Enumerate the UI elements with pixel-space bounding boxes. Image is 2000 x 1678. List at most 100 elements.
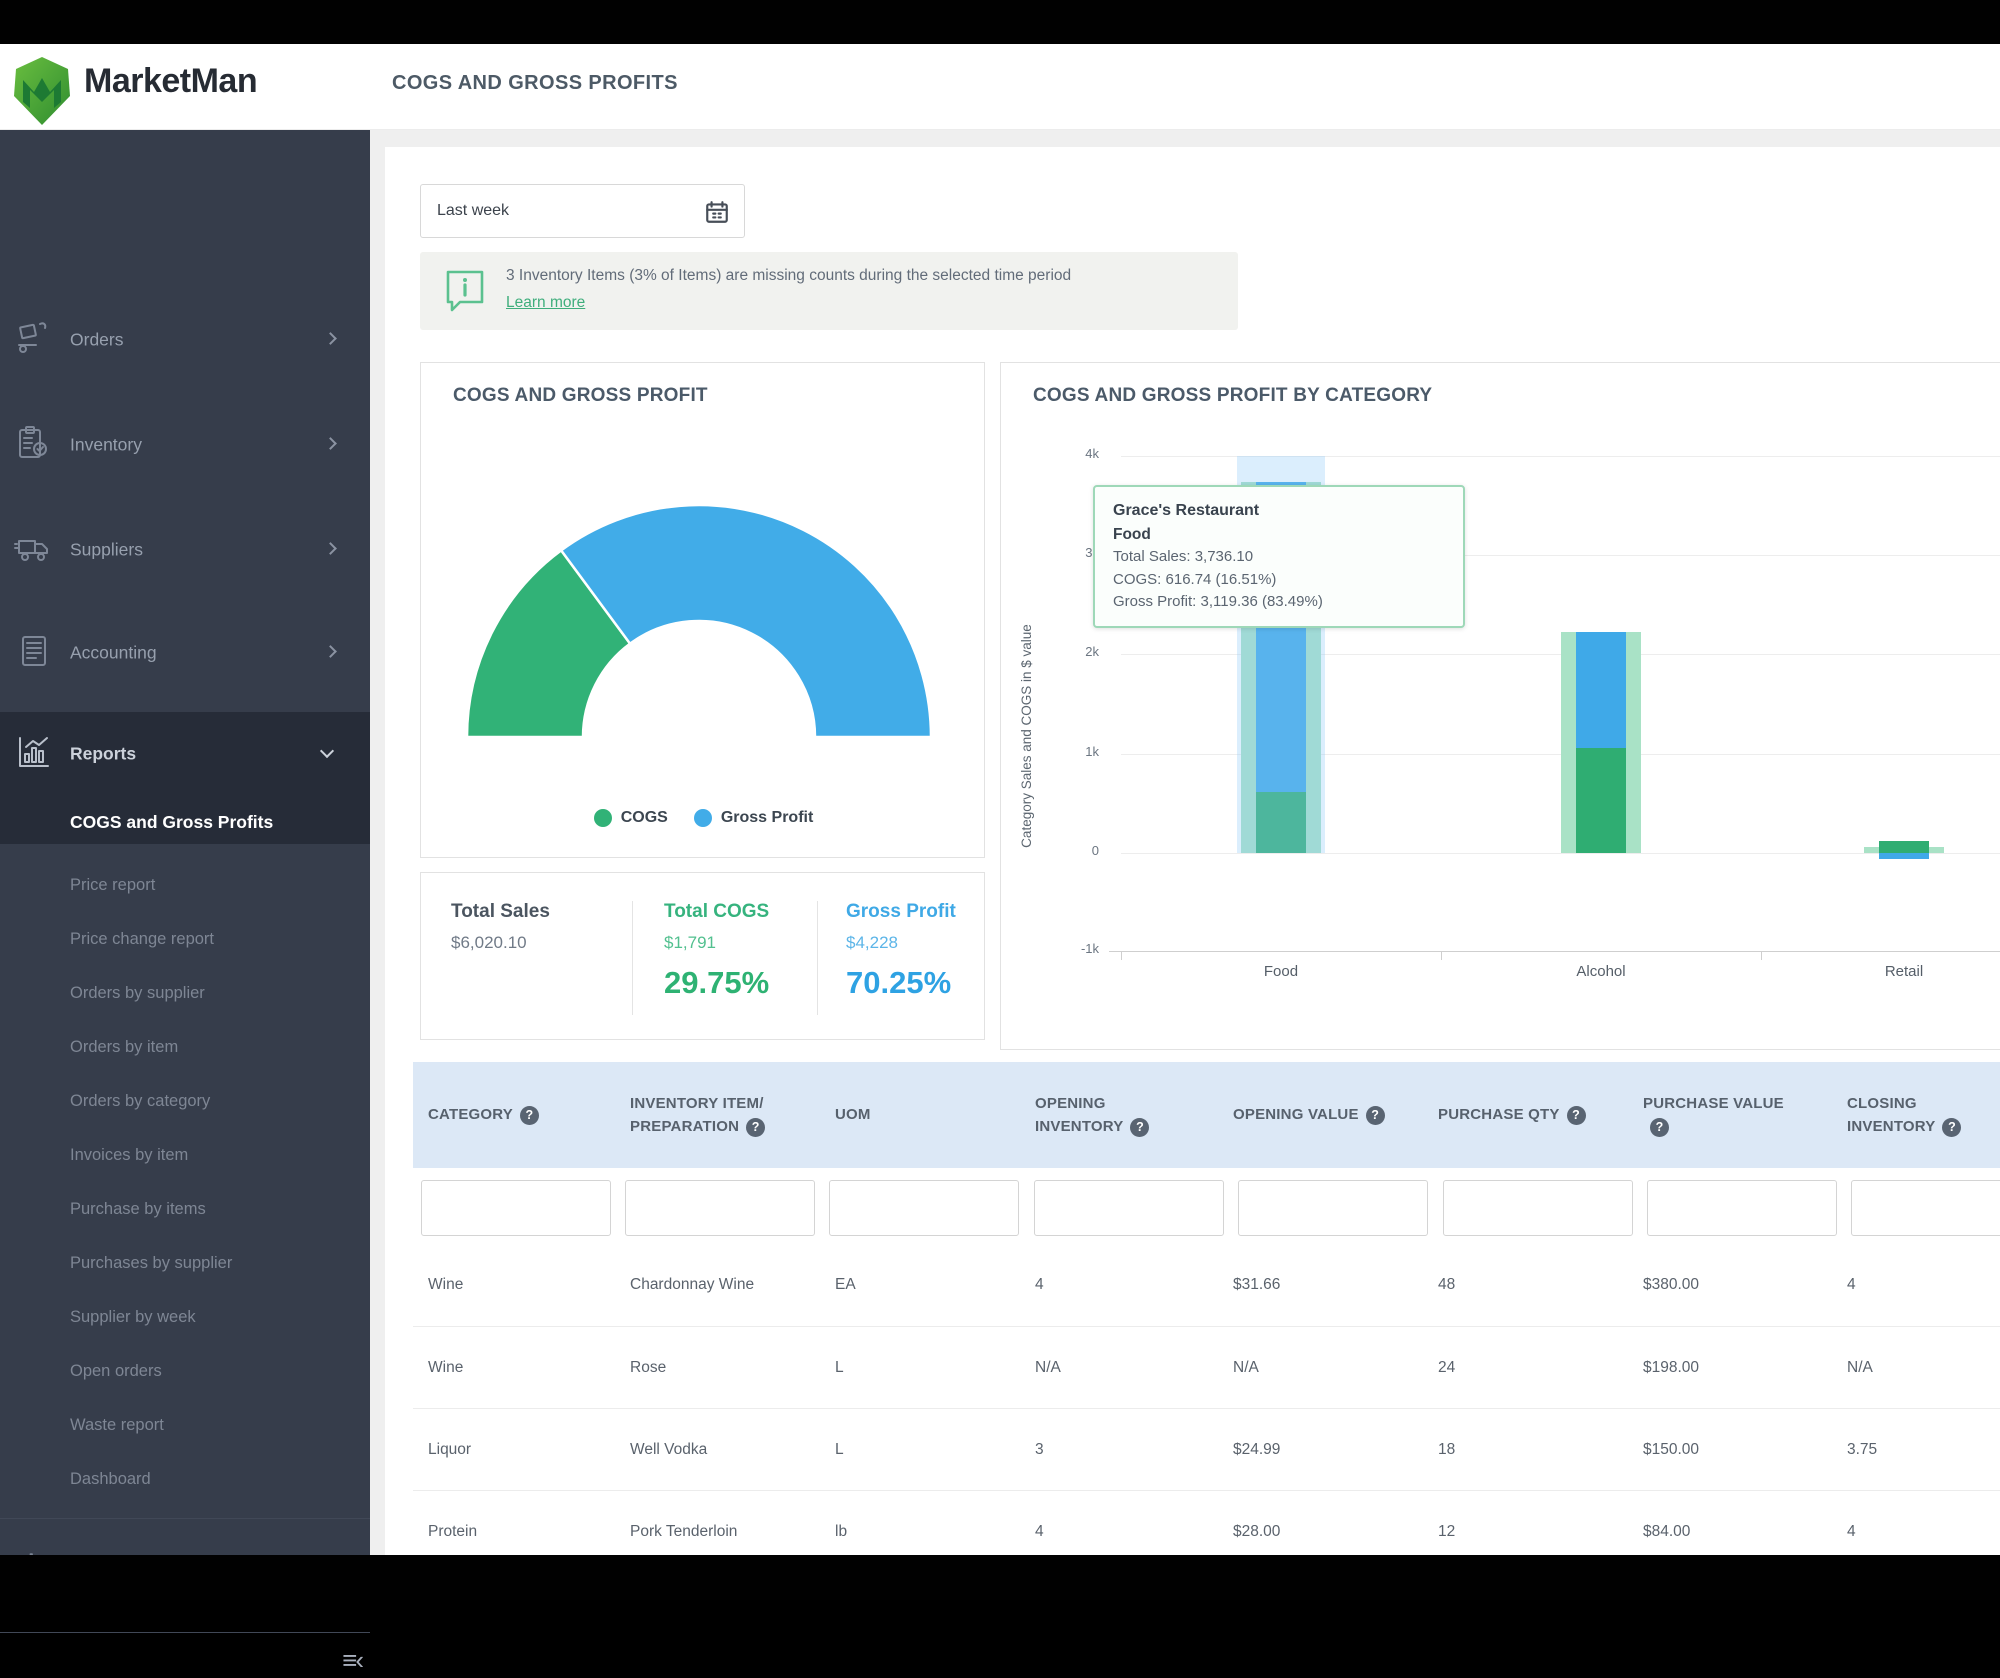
sidebar-item-label: Suppliers [70, 539, 143, 560]
reports-section-highlight [0, 712, 370, 844]
help-icon[interactable]: ? [1650, 1118, 1669, 1137]
cell-opening-value: $31.66 [1233, 1276, 1281, 1293]
gridline [1121, 456, 2000, 457]
sidebar-item-label: Accounting [70, 642, 157, 663]
help-icon[interactable]: ? [746, 1118, 766, 1137]
help-icon[interactable]: ? [1365, 1106, 1385, 1126]
marketman-logo-icon [14, 57, 70, 125]
sidebar-subitem-purchases-by-supplier[interactable]: Purchases by supplier [70, 1253, 233, 1272]
column-header-inventory-item: INVENTORY ITEM/ PREPARATION? [630, 1094, 766, 1137]
column-header-purchase-value: PURCHASE VALUE? [1643, 1062, 1795, 1168]
help-icon[interactable]: ? [1942, 1118, 1962, 1137]
sidebar-item-inventory[interactable]: Inventory [0, 413, 370, 477]
sidebar-subitem-open-orders[interactable]: Open orders [70, 1361, 162, 1380]
sidebar-subitem-price-change-report[interactable]: Price change report [70, 929, 214, 948]
cell-opening-value: $24.99 [1233, 1441, 1281, 1458]
filter-input-category[interactable] [421, 1180, 611, 1236]
bar-gross-profit-Alcohol[interactable] [1576, 632, 1626, 749]
bar-gross-profit-Retail[interactable] [1879, 853, 1929, 859]
column-header-category: CATEGORY? [428, 1062, 603, 1168]
filter-input-purchase-qty[interactable] [1443, 1180, 1633, 1236]
table-row[interactable]: Wine Chardonnay Wine EA 4 $31.66 48 $380… [413, 1244, 2000, 1326]
filter-input-purchase-value[interactable] [1647, 1180, 1837, 1236]
sidebar-subitem-orders-by-category[interactable]: Orders by category [70, 1091, 211, 1110]
filter-input-inventory-item[interactable] [625, 1180, 815, 1236]
cell-opening-value: $28.00 [1233, 1523, 1281, 1540]
sidebar-subitem-orders-by-supplier[interactable]: Orders by supplier [70, 983, 205, 1002]
filter-input-opening-inventory[interactable] [1034, 1180, 1224, 1236]
cell-opening-value: N/A [1233, 1359, 1259, 1376]
info-bubble-icon [446, 270, 484, 312]
tooltip-category: Food [1113, 526, 1151, 543]
table-row[interactable]: Wine Rose L N/A N/A 24 $198.00 N/A [413, 1326, 2000, 1408]
missing-counts-banner: 3 Inventory Items (3% of Items) are miss… [420, 252, 1238, 330]
cell-uom: EA [835, 1276, 856, 1293]
hand-truck-icon [18, 322, 47, 353]
cogs-by-category-chart-panel: COGS AND GROSS PROFIT BY CATEGORY Catego… [1000, 362, 2000, 1050]
sidebar-item-label: Reports [70, 743, 137, 764]
sidebar-subitem-invoices-by-item[interactable]: Invoices by item [70, 1145, 189, 1164]
bottom-black-bar [0, 1555, 2000, 1600]
app-header: MarketMan COGS AND GROSS PROFITS [0, 44, 2000, 130]
help-icon[interactable]: ? [519, 1106, 539, 1126]
gauge-legend: COGS Gross Profit [421, 809, 986, 827]
y-tick-4k: 4k [1085, 446, 1099, 461]
gross-profit-value: $4,228 [846, 933, 898, 952]
legend-item-cogs: COGS [593, 809, 668, 827]
sidebar-item-accounting[interactable]: Accounting [0, 621, 370, 685]
delivery-truck-icon [14, 540, 48, 561]
table-row[interactable]: Protein Pork Tenderloin lb 4 $28.00 12 $… [413, 1490, 2000, 1555]
gridline [1121, 555, 2000, 556]
cell-purchase-value: $380.00 [1643, 1276, 1700, 1293]
filter-input-opening-value[interactable] [1238, 1180, 1428, 1236]
table-row[interactable]: Liquor Well Vodka L 3 $24.99 18 $150.00 … [413, 1408, 2000, 1490]
help-icon[interactable]: ? [1566, 1106, 1586, 1126]
cell-category: Wine [428, 1359, 464, 1376]
column-header-opening-inventory: OPENING INVENTORY? [1035, 1062, 1187, 1168]
sidebar-subitem-cogs-and-gross-profits[interactable]: COGS and Gross Profits [70, 811, 274, 832]
gauge-cogs-arc [465, 548, 632, 739]
summary-stats-panel: Total Sales $6,020.10 Total COGS $1,791 … [420, 872, 985, 1040]
bar-cogs-Alcohol[interactable] [1576, 748, 1626, 853]
sidebar-item-reports[interactable]: Reports [0, 722, 370, 786]
column-header-purchase-qty: PURCHASE QTY? [1438, 1062, 1626, 1168]
sidebar-item-orders[interactable]: Orders [0, 308, 370, 372]
cell-item: Chardonnay Wine [630, 1276, 755, 1293]
category-label-retail: Retail [1884, 963, 1924, 980]
total-cogs-value: $1,791 [664, 933, 716, 952]
cell-opening-inventory: N/A [1035, 1359, 1061, 1376]
chevron-right-icon [324, 332, 337, 345]
sidebar-item-suppliers[interactable]: Suppliers [0, 518, 370, 582]
ledger-icon [22, 636, 46, 666]
sidebar-subitem-waste-report[interactable]: Waste report [70, 1415, 164, 1434]
zero-gridline [1121, 853, 2000, 854]
sidebar-subitem-dashboard[interactable]: Dashboard [70, 1469, 151, 1488]
tooltip-gross-profit: Gross Profit: 3,119.36 (83.49%) [1113, 593, 1323, 611]
sidebar-subitem-purchase-by-items[interactable]: Purchase by items [70, 1199, 206, 1218]
cell-purchase-qty: 12 [1438, 1523, 1456, 1540]
y-tick-0: 0 [1091, 843, 1099, 858]
learn-more-link[interactable]: Learn more [506, 294, 586, 311]
sidebar-subitem-price-report[interactable]: Price report [70, 875, 156, 894]
cell-purchase-qty: 48 [1438, 1276, 1456, 1293]
sidebar-item-label: Inventory [70, 434, 142, 455]
y-tick-2k: 2k [1085, 644, 1099, 659]
bar-cogs-Retail[interactable] [1879, 841, 1929, 853]
x-axis-line [1109, 951, 2000, 952]
gross-profit-legend-dot [693, 809, 712, 827]
cell-purchase-value: $198.00 [1643, 1359, 1700, 1376]
bar-cogs-Food[interactable] [1256, 791, 1306, 853]
help-icon[interactable]: ? [1130, 1118, 1150, 1137]
date-range-picker[interactable]: Last week [420, 184, 745, 238]
filter-input-closing-inventory[interactable] [1851, 1180, 2000, 1236]
chevron-right-icon [324, 645, 337, 658]
gauge-gross-profit-arc [559, 503, 933, 739]
calendar-icon [706, 201, 728, 223]
category-label-food: Food [1263, 963, 1299, 980]
sidebar-collapse-button[interactable]: ≡‹ [342, 1645, 364, 1675]
filter-input-uom[interactable] [829, 1180, 1019, 1236]
total-sales-value: $6,020.10 [451, 933, 527, 952]
sidebar-subitem-orders-by-item[interactable]: Orders by item [70, 1037, 179, 1056]
sidebar-subitem-supplier-by-week[interactable]: Supplier by week [70, 1307, 196, 1326]
column-header-closing-inventory: CLOSING INVENTORY? [1847, 1062, 1987, 1168]
